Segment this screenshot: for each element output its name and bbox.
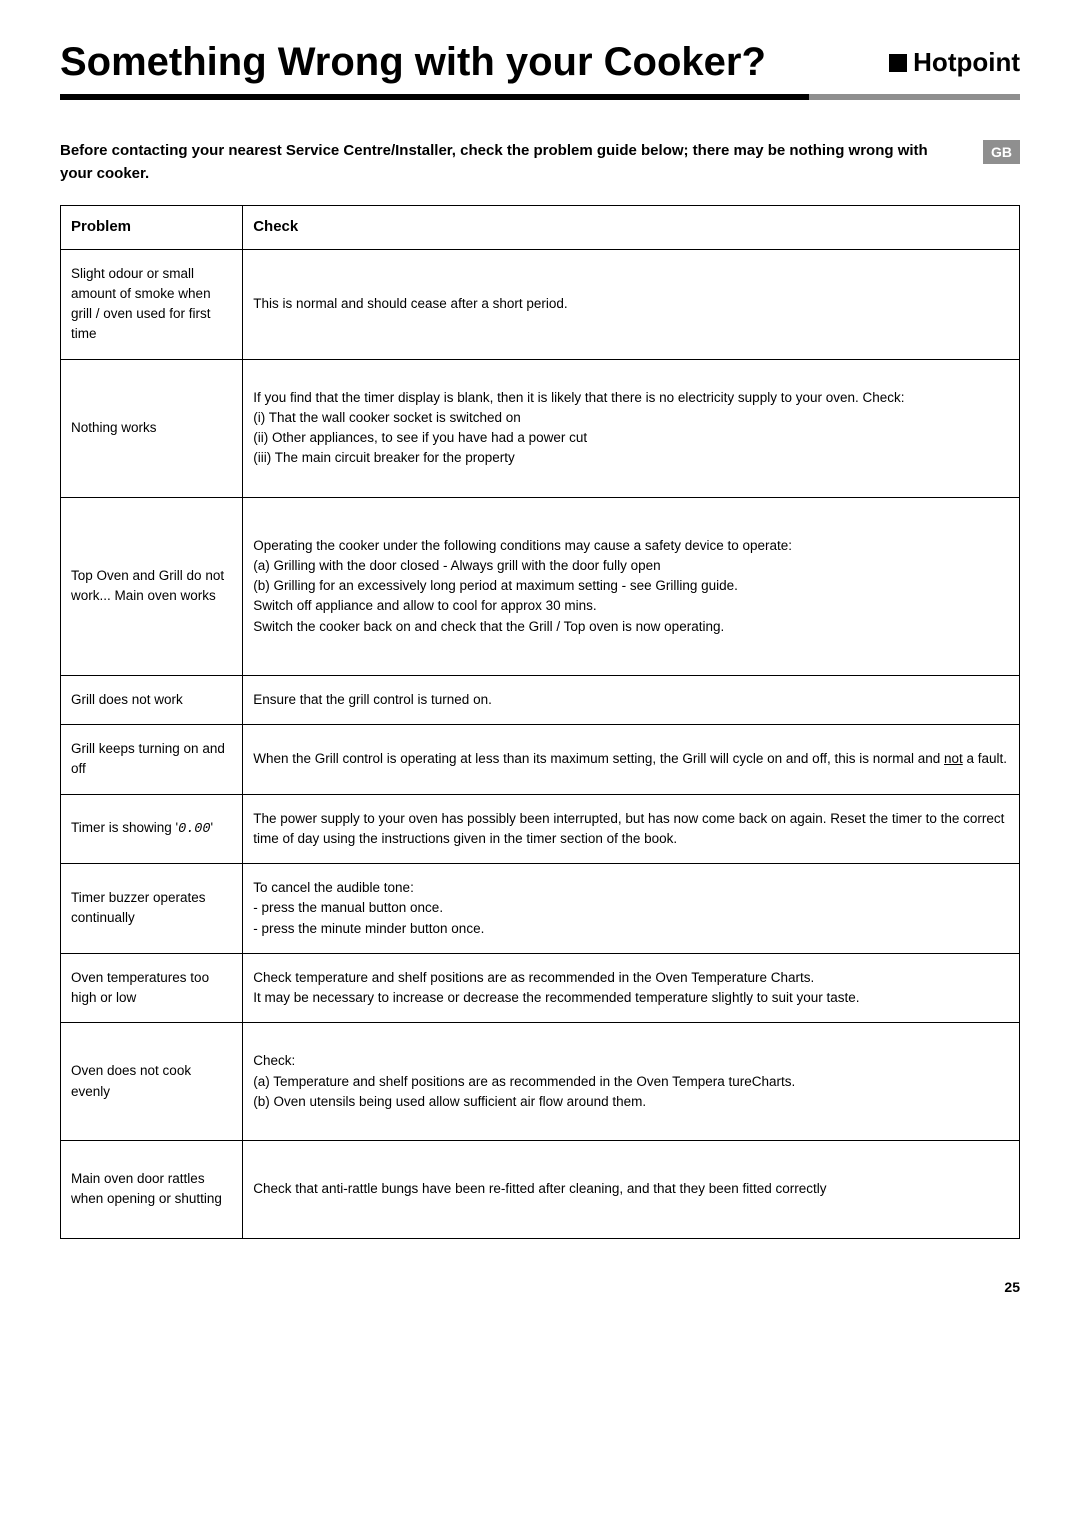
table-row: Grill keeps turning on and offWhen the G… (61, 725, 1020, 795)
table-row: Main oven door rattles when opening or s… (61, 1141, 1020, 1239)
cell-check: Operating the cooker under the following… (243, 497, 1020, 675)
brand-logo: Hotpoint (889, 47, 1020, 84)
cell-problem: Top Oven and Grill do not work... Main o… (61, 497, 243, 675)
cell-check: When the Grill control is operating at l… (243, 725, 1020, 795)
cell-problem: Nothing works (61, 359, 243, 497)
cell-check: Ensure that the grill control is turned … (243, 675, 1020, 724)
cell-check: Check:(a) Temperature and shelf position… (243, 1023, 1020, 1141)
cell-check: If you find that the timer display is bl… (243, 359, 1020, 497)
intro-text: Before contacting your nearest Service C… (60, 140, 953, 185)
cell-problem: Grill keeps turning on and off (61, 725, 243, 795)
cell-check: This is normal and should cease after a … (243, 249, 1020, 359)
cell-problem: Slight odour or small amount of smoke wh… (61, 249, 243, 359)
header-problem: Problem (61, 206, 243, 250)
cell-check: Check temperature and shelf positions ar… (243, 953, 1020, 1023)
table-row: Timer is showing '0.00'The power supply … (61, 794, 1020, 864)
header-check: Check (243, 206, 1020, 250)
intro-row: Before contacting your nearest Service C… (60, 140, 1020, 185)
cell-check: The power supply to your oven has possib… (243, 794, 1020, 864)
cell-problem: Timer buzzer operates continually (61, 864, 243, 954)
cell-problem: Oven temperatures too high or low (61, 953, 243, 1023)
cell-problem: Grill does not work (61, 675, 243, 724)
table-body: Slight odour or small amount of smoke wh… (61, 249, 1020, 1238)
table-row: Timer buzzer operates continuallyTo canc… (61, 864, 1020, 954)
page-number: 25 (60, 1279, 1020, 1295)
page-header: Something Wrong with your Cooker? Hotpoi… (60, 40, 1020, 100)
page-title: Something Wrong with your Cooker? (60, 40, 766, 84)
table-row: Grill does not workEnsure that the grill… (61, 675, 1020, 724)
cell-problem: Main oven door rattles when opening or s… (61, 1141, 243, 1239)
table-row: Top Oven and Grill do not work... Main o… (61, 497, 1020, 675)
cell-problem: Oven does not cook evenly (61, 1023, 243, 1141)
table-row: Nothing worksIf you find that the timer … (61, 359, 1020, 497)
title-row: Something Wrong with your Cooker? Hotpoi… (60, 40, 1020, 94)
cell-check: Check that anti-rattle bungs have been r… (243, 1141, 1020, 1239)
region-tag: GB (983, 140, 1020, 164)
table-row: Slight odour or small amount of smoke wh… (61, 249, 1020, 359)
table-header-row: Problem Check (61, 206, 1020, 250)
cell-problem: Timer is showing '0.00' (61, 794, 243, 864)
header-rule (60, 94, 1020, 100)
cell-check: To cancel the audible tone:- press the m… (243, 864, 1020, 954)
header-rule-strong (60, 94, 809, 100)
brand-square-icon (889, 54, 907, 72)
table-row: Oven temperatures too high or lowCheck t… (61, 953, 1020, 1023)
table-row: Oven does not cook evenlyCheck:(a) Tempe… (61, 1023, 1020, 1141)
brand-name: Hotpoint (913, 47, 1020, 78)
troubleshooting-table: Problem Check Slight odour or small amou… (60, 205, 1020, 1239)
